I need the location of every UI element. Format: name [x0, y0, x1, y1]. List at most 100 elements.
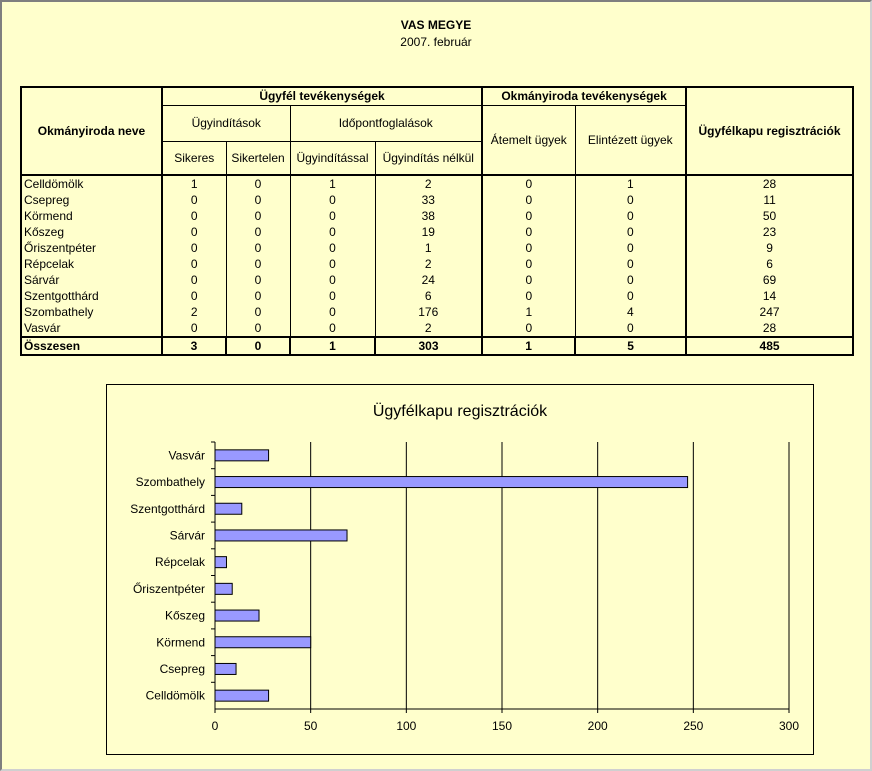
table-row: Vasvár 0 0 0 2 0 0 28	[20, 320, 855, 337]
chart-title: Ügyfélkapu regisztrációk	[372, 403, 548, 420]
row-elintezett: 0	[574, 272, 687, 288]
row-atemelt: 1	[481, 304, 576, 320]
x-tick-label: 300	[779, 719, 799, 733]
category-label: Celldömölk	[146, 689, 206, 703]
row-atemelt: 0	[481, 224, 576, 240]
category-label: Körmend	[156, 635, 205, 649]
row-sikertelen: 0	[225, 208, 290, 224]
col-header-ugyinditassal: Ügyindítással	[289, 141, 375, 176]
row-name: Őriszentpéter	[20, 240, 163, 256]
col-header-atemelt: Átemelt ügyek	[481, 105, 576, 176]
row-elintezett: 0	[574, 224, 687, 240]
row-ugyinditas-nelkul: 2	[374, 175, 483, 192]
row-ugyinditassal: 0	[289, 240, 375, 256]
row-ugyinditas-nelkul: 33	[374, 192, 483, 208]
row-ugyinditas-nelkul: 2	[374, 320, 483, 337]
total-sikeres: 3	[162, 336, 226, 356]
chart-area: Ügyfélkapu regisztrációk 0 50 100 150 200 250…	[106, 384, 814, 755]
row-ugyfelkapu: 28	[685, 175, 855, 192]
row-sikeres: 0	[190, 193, 198, 207]
table-row: Őriszentpéter 0 0 0 1 0 0 9	[20, 240, 855, 256]
row-sikeres: 0	[190, 257, 198, 271]
row-ugyinditassal: 0	[289, 208, 375, 224]
table-row: Répcelak 0 0 0 2 0 0 6	[20, 256, 855, 272]
row-atemelt: 0	[481, 256, 576, 272]
category-label: Kőszeg	[165, 609, 205, 623]
x-tick-label: 50	[304, 719, 318, 733]
row-ugyfelkapu: 6	[685, 256, 855, 272]
row-sikeres: 0	[190, 225, 198, 239]
row-name: Celldömölk	[20, 175, 163, 192]
row-sikeres: 0	[190, 273, 198, 287]
row-atemelt: 0	[481, 288, 576, 304]
x-tick-label: 0	[212, 719, 219, 733]
row-sikeres: 1	[190, 177, 198, 191]
bar	[214, 502, 243, 515]
total-elintezett: 5	[574, 336, 687, 356]
row-name: Sárvár	[20, 272, 163, 288]
category-label: Szombathely	[136, 475, 205, 489]
total-ugyinditas-nelkul: 303	[373, 336, 483, 356]
row-sikertelen: 0	[225, 256, 290, 272]
subheader-ugyinditasok: Ügyindítások	[162, 105, 290, 142]
bar	[214, 609, 260, 622]
row-elintezett: 1	[574, 175, 687, 192]
row-name: Répcelak	[20, 256, 163, 272]
page-subtitle: 2007. február	[400, 35, 472, 49]
table-row: Csepreg 0 0 0 33 0 0 11	[20, 192, 855, 208]
row-sikertelen: 0	[225, 192, 290, 208]
row-atemelt: 0	[481, 240, 576, 256]
row-ugyinditas-nelkul: 2	[374, 256, 483, 272]
table-row: Sárvár 0 0 0 24 0 0 69	[20, 272, 855, 288]
row-elintezett: 0	[574, 288, 687, 304]
row-name: Körmend	[20, 208, 163, 224]
category-label: Őriszentpéter	[133, 581, 205, 596]
row-sikertelen: 0	[225, 272, 290, 288]
category-label: Szentgotthárd	[130, 502, 205, 516]
row-ugyinditassal: 0	[289, 288, 375, 304]
row-ugyfelkapu: 69	[685, 272, 855, 288]
row-ugyinditassal: 0	[289, 224, 375, 240]
bar	[214, 556, 227, 569]
x-tick-label: 100	[396, 719, 416, 733]
row-sikertelen: 0	[225, 240, 290, 256]
row-atemelt: 0	[481, 208, 576, 224]
row-atemelt: 0	[481, 320, 576, 337]
row-elintezett: 0	[574, 240, 687, 256]
row-elintezett: 0	[574, 256, 687, 272]
x-tick-label: 150	[492, 719, 512, 733]
col-header-elintezett: Elintézett ügyek	[574, 105, 687, 176]
row-ugyinditas-nelkul: 38	[374, 208, 483, 224]
row-ugyinditas-nelkul: 24	[374, 272, 483, 288]
group-header-ugyfel: Ügyfél tevékenységek	[162, 86, 483, 106]
row-atemelt: 0	[481, 272, 576, 288]
group-header-okmany: Okmányiroda tevékenységek	[481, 86, 687, 106]
row-ugyfelkapu: 14	[685, 288, 855, 304]
total-ugyinditassal: 1	[289, 336, 375, 356]
row-ugyinditas-nelkul: 1	[374, 240, 483, 256]
row-ugyfelkapu: 50	[685, 208, 855, 224]
bar	[214, 662, 237, 675]
category-label: Répcelak	[155, 555, 206, 569]
table-row: Celldömölk 1 0 1 2 0 1 28	[20, 175, 855, 192]
category-label: Vasvár	[169, 448, 205, 462]
row-elintezett: 0	[574, 208, 687, 224]
bar	[214, 636, 312, 649]
row-name: Vasvár	[20, 320, 163, 337]
row-ugyfelkapu: 11	[685, 192, 855, 208]
row-atemelt: 0	[481, 192, 576, 208]
row-ugyfelkapu: 28	[685, 320, 855, 337]
row-ugyinditas-nelkul: 19	[374, 224, 483, 240]
table-row: Körmend 0 0 0 38 0 0 50	[20, 208, 855, 224]
bar	[214, 582, 233, 595]
subheader-idopontfoglalasok: Időpontfoglalások	[289, 105, 483, 142]
row-ugyinditassal: 1	[289, 175, 375, 192]
row-name: Kőszeg	[20, 224, 163, 240]
x-tick-label: 250	[683, 719, 703, 733]
col-header-name: Okmányiroda neve	[20, 86, 163, 176]
row-ugyinditassal: 0	[289, 272, 375, 288]
row-ugyfelkapu: 23	[685, 224, 855, 240]
table-row: Szentgotthárd 0 0 0 6 0 0 14	[20, 288, 855, 304]
category-label: Csepreg	[160, 662, 205, 676]
page-title: VAS MEGYE	[400, 18, 472, 32]
